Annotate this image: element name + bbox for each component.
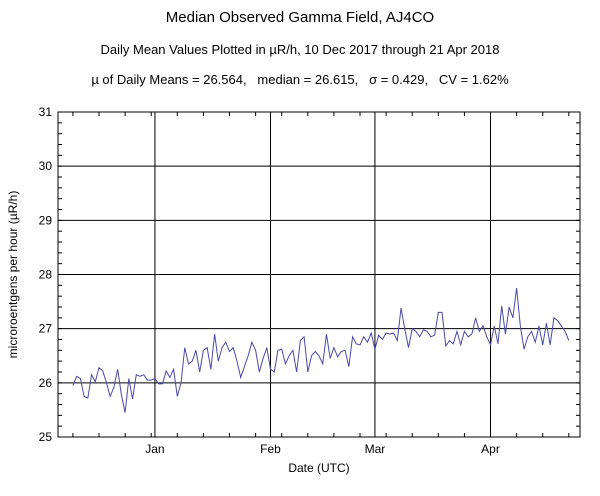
chart-stats: µ of Daily Means = 26.564, median = 26.6… [91, 72, 509, 87]
x-axis-label: Date (UTC) [288, 461, 349, 475]
y-tick-label: 29 [39, 213, 53, 227]
series-line [72, 287, 570, 413]
x-tick-label: Mar [365, 442, 386, 456]
y-axis-label: microroentgens per hour (µR/h) [6, 191, 20, 359]
x-tick-label: Jan [145, 442, 164, 456]
chart-grid [58, 111, 580, 438]
x-axis: Jan Feb Mar Apr [72, 112, 570, 456]
y-tick-label: 31 [39, 105, 53, 119]
chart-subtitle: Daily Mean Values Plotted in µR/h, 10 De… [100, 42, 500, 57]
y-tick-label: 28 [39, 268, 53, 282]
plot-frame [57, 111, 581, 438]
series-group [72, 287, 570, 413]
y-tick-label: 26 [39, 376, 53, 390]
y-axis: 25 26 27 28 29 30 31 [39, 105, 580, 444]
y-tick-label: 30 [39, 159, 53, 173]
x-tick-label: Feb [260, 442, 281, 456]
chart-title: Median Observed Gamma Field, AJ4CO [165, 9, 435, 26]
y-tick-label: 25 [39, 430, 53, 444]
x-tick-label: Apr [481, 442, 500, 456]
y-tick-label: 27 [39, 322, 53, 336]
